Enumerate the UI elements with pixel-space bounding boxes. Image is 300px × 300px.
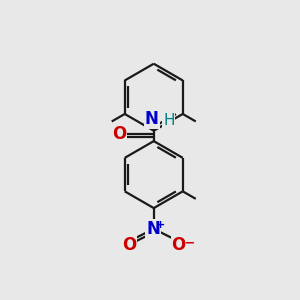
Text: N: N xyxy=(145,110,159,128)
Text: O: O xyxy=(172,236,186,253)
Text: O: O xyxy=(112,125,126,143)
Text: H: H xyxy=(163,112,175,128)
Text: O: O xyxy=(122,236,136,253)
Text: ·−: ·− xyxy=(180,237,196,250)
Text: N: N xyxy=(146,220,160,238)
Text: +: + xyxy=(156,220,165,230)
